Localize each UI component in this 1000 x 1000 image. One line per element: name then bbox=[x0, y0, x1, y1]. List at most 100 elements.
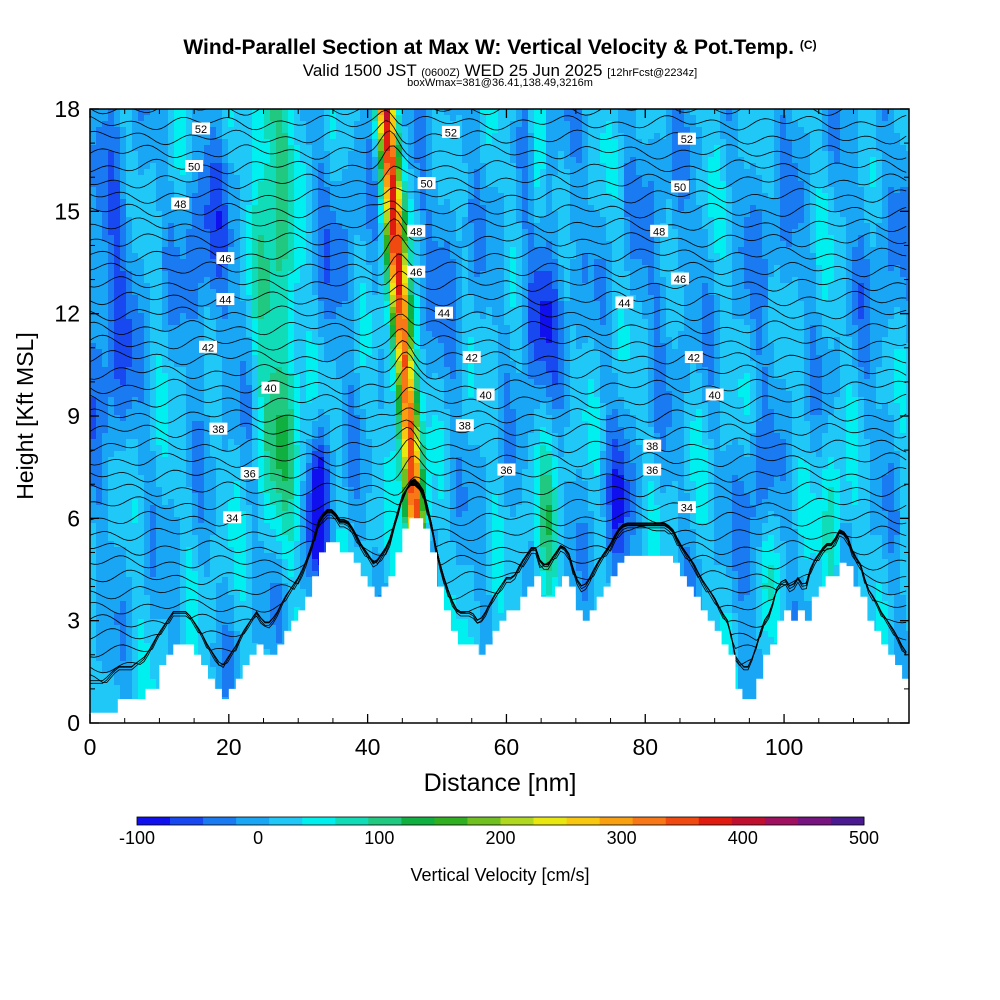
velocity-cell bbox=[624, 181, 631, 188]
velocity-cell bbox=[90, 199, 97, 206]
velocity-cell bbox=[618, 217, 625, 224]
velocity-cell bbox=[816, 319, 823, 326]
velocity-cell bbox=[600, 271, 607, 278]
velocity-cell bbox=[288, 235, 295, 242]
velocity-cell bbox=[96, 295, 103, 302]
velocity-cell bbox=[180, 325, 187, 332]
velocity-cell bbox=[636, 271, 643, 278]
velocity-cell bbox=[636, 319, 643, 326]
velocity-cell bbox=[432, 229, 439, 236]
velocity-cell bbox=[786, 217, 793, 224]
velocity-cell bbox=[300, 253, 307, 260]
velocity-cell bbox=[306, 265, 313, 272]
velocity-cell bbox=[222, 109, 229, 116]
velocity-cell bbox=[762, 247, 769, 254]
velocity-cell bbox=[546, 289, 553, 296]
velocity-cell bbox=[744, 223, 751, 230]
velocity-cell bbox=[144, 199, 151, 206]
velocity-cell bbox=[462, 121, 469, 128]
velocity-cell bbox=[264, 169, 271, 176]
velocity-cell bbox=[480, 193, 487, 200]
velocity-cell bbox=[96, 253, 103, 260]
velocity-cell bbox=[210, 109, 217, 116]
velocity-cell bbox=[834, 205, 841, 212]
velocity-cell bbox=[336, 199, 343, 206]
velocity-cell bbox=[438, 229, 445, 236]
velocity-cell bbox=[504, 181, 511, 188]
velocity-cell bbox=[234, 151, 241, 158]
velocity-cell bbox=[384, 217, 391, 224]
velocity-cell bbox=[360, 241, 367, 248]
velocity-cell bbox=[744, 283, 751, 290]
velocity-cell bbox=[288, 253, 295, 260]
velocity-cell bbox=[450, 109, 457, 116]
velocity-cell bbox=[774, 283, 781, 290]
velocity-cell bbox=[780, 217, 787, 224]
velocity-cell bbox=[174, 181, 181, 188]
velocity-cell bbox=[396, 175, 403, 182]
velocity-cell bbox=[240, 169, 247, 176]
velocity-cell bbox=[426, 127, 433, 134]
velocity-cell bbox=[522, 253, 529, 260]
velocity-cell bbox=[222, 157, 229, 164]
velocity-cell bbox=[198, 181, 205, 188]
velocity-cell bbox=[558, 151, 565, 158]
velocity-cell bbox=[600, 247, 607, 254]
velocity-cell bbox=[114, 325, 121, 332]
velocity-cell bbox=[540, 271, 547, 278]
velocity-cell bbox=[276, 121, 283, 128]
velocity-cell bbox=[450, 235, 457, 242]
velocity-cell bbox=[318, 271, 325, 278]
velocity-cell bbox=[852, 169, 859, 176]
velocity-cell bbox=[228, 205, 235, 212]
velocity-cell bbox=[444, 247, 451, 254]
velocity-cell bbox=[888, 277, 895, 284]
velocity-cell bbox=[126, 169, 133, 176]
velocity-cell bbox=[528, 205, 535, 212]
velocity-cell bbox=[324, 301, 331, 308]
velocity-cell bbox=[612, 265, 619, 272]
velocity-cell bbox=[426, 115, 433, 122]
velocity-cell bbox=[306, 313, 313, 320]
velocity-cell bbox=[576, 175, 583, 182]
velocity-cell bbox=[786, 109, 793, 116]
velocity-cell bbox=[306, 199, 313, 206]
velocity-cell bbox=[102, 205, 109, 212]
velocity-cell bbox=[378, 295, 385, 302]
velocity-cell bbox=[312, 193, 319, 200]
velocity-cell bbox=[648, 181, 655, 188]
velocity-cell bbox=[204, 319, 211, 326]
velocity-cell bbox=[696, 139, 703, 146]
velocity-cell bbox=[732, 307, 739, 314]
velocity-cell bbox=[870, 163, 877, 170]
velocity-cell bbox=[252, 151, 259, 158]
velocity-cell bbox=[852, 199, 859, 206]
velocity-cell bbox=[780, 271, 787, 278]
velocity-cell bbox=[300, 223, 307, 230]
velocity-cell bbox=[114, 127, 121, 134]
velocity-cell bbox=[528, 259, 535, 266]
velocity-cell bbox=[438, 247, 445, 254]
velocity-cell bbox=[900, 199, 907, 206]
velocity-cell bbox=[108, 199, 115, 206]
velocity-cell bbox=[804, 289, 811, 296]
velocity-cell bbox=[882, 259, 889, 266]
velocity-cell bbox=[144, 289, 151, 296]
velocity-cell bbox=[768, 187, 775, 194]
velocity-cell bbox=[534, 151, 541, 158]
velocity-cell bbox=[360, 157, 367, 164]
velocity-cell bbox=[180, 139, 187, 146]
velocity-cell bbox=[360, 325, 367, 332]
velocity-cell bbox=[612, 175, 619, 182]
velocity-cell bbox=[486, 241, 493, 248]
velocity-cell bbox=[360, 307, 367, 314]
velocity-cell bbox=[828, 271, 835, 278]
velocity-cell bbox=[378, 217, 385, 224]
velocity-cell bbox=[216, 271, 223, 278]
velocity-cell bbox=[492, 229, 499, 236]
velocity-cell bbox=[474, 175, 481, 182]
velocity-cell bbox=[876, 307, 883, 314]
velocity-cell bbox=[702, 217, 709, 224]
velocity-cell bbox=[606, 109, 613, 116]
velocity-cell bbox=[660, 259, 667, 266]
